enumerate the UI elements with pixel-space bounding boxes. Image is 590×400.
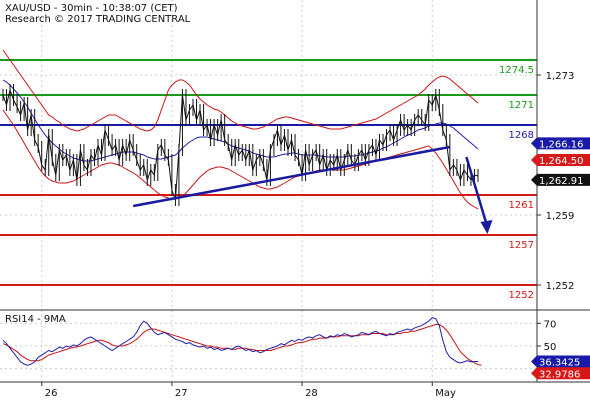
projection-arrow-shaft bbox=[465, 156, 488, 225]
price-tag-bg bbox=[531, 173, 590, 186]
rsi-tag: 36.3425 bbox=[539, 357, 580, 368]
band-lower-line bbox=[2, 109, 479, 210]
price-ma-line bbox=[2, 79, 479, 162]
axes-layer bbox=[0, 0, 590, 383]
chart-header-line1: XAU/USD - 30min - 10:38:07 (CET) bbox=[5, 3, 178, 14]
x-tick-label: 26 bbox=[45, 388, 58, 399]
price-tag-bg bbox=[531, 154, 590, 166]
price-tick-label: 1,259 bbox=[546, 211, 575, 222]
rsi-tag: 32.9786 bbox=[539, 369, 580, 380]
level-label: 1271 bbox=[509, 100, 534, 111]
price-tick-label: 1,273 bbox=[546, 71, 575, 82]
level-label: 1257 bbox=[509, 240, 534, 251]
rsi-tag-bg bbox=[531, 355, 590, 368]
level-label: 1261 bbox=[509, 200, 534, 211]
x-tick-label: May bbox=[435, 388, 456, 399]
band-layer bbox=[2, 49, 479, 210]
support-trendline bbox=[132, 145, 451, 208]
trend-layer bbox=[132, 145, 493, 234]
price-close-line bbox=[2, 88, 479, 201]
level-label: 1274.5 bbox=[499, 65, 534, 76]
level-label: 1252 bbox=[509, 290, 534, 301]
price-tag: 1,262.91 bbox=[539, 176, 584, 187]
rsi-tick-label: 70 bbox=[544, 319, 557, 330]
series-layer bbox=[2, 79, 479, 206]
price-tag: 1,264.50 bbox=[539, 156, 584, 167]
x-tick-label: 27 bbox=[175, 388, 188, 399]
levels-layer: 1274.5 1271 1268 1261 1257 1252 bbox=[0, 59, 537, 301]
rsi-line bbox=[2, 317, 478, 366]
rsi-tick-label: 50 bbox=[544, 342, 557, 353]
price-tag: 1,266.16 bbox=[539, 139, 584, 150]
band-upper-line bbox=[2, 49, 479, 132]
price-tick-label: 1,252 bbox=[546, 281, 575, 292]
chart-header-line2: Research © 2017 TRADING CENTRAL bbox=[5, 14, 191, 25]
rsi-tag-bg bbox=[531, 367, 590, 380]
projection-arrow-head bbox=[480, 220, 493, 234]
x-tick-label: 28 bbox=[305, 388, 318, 399]
price-tag-bg bbox=[531, 137, 590, 150]
level-label: 1268 bbox=[509, 130, 534, 141]
rsi-layer bbox=[2, 317, 482, 366]
rsi-title: RSI14 - 9MA bbox=[5, 314, 66, 325]
grid-layer bbox=[0, 0, 537, 382]
